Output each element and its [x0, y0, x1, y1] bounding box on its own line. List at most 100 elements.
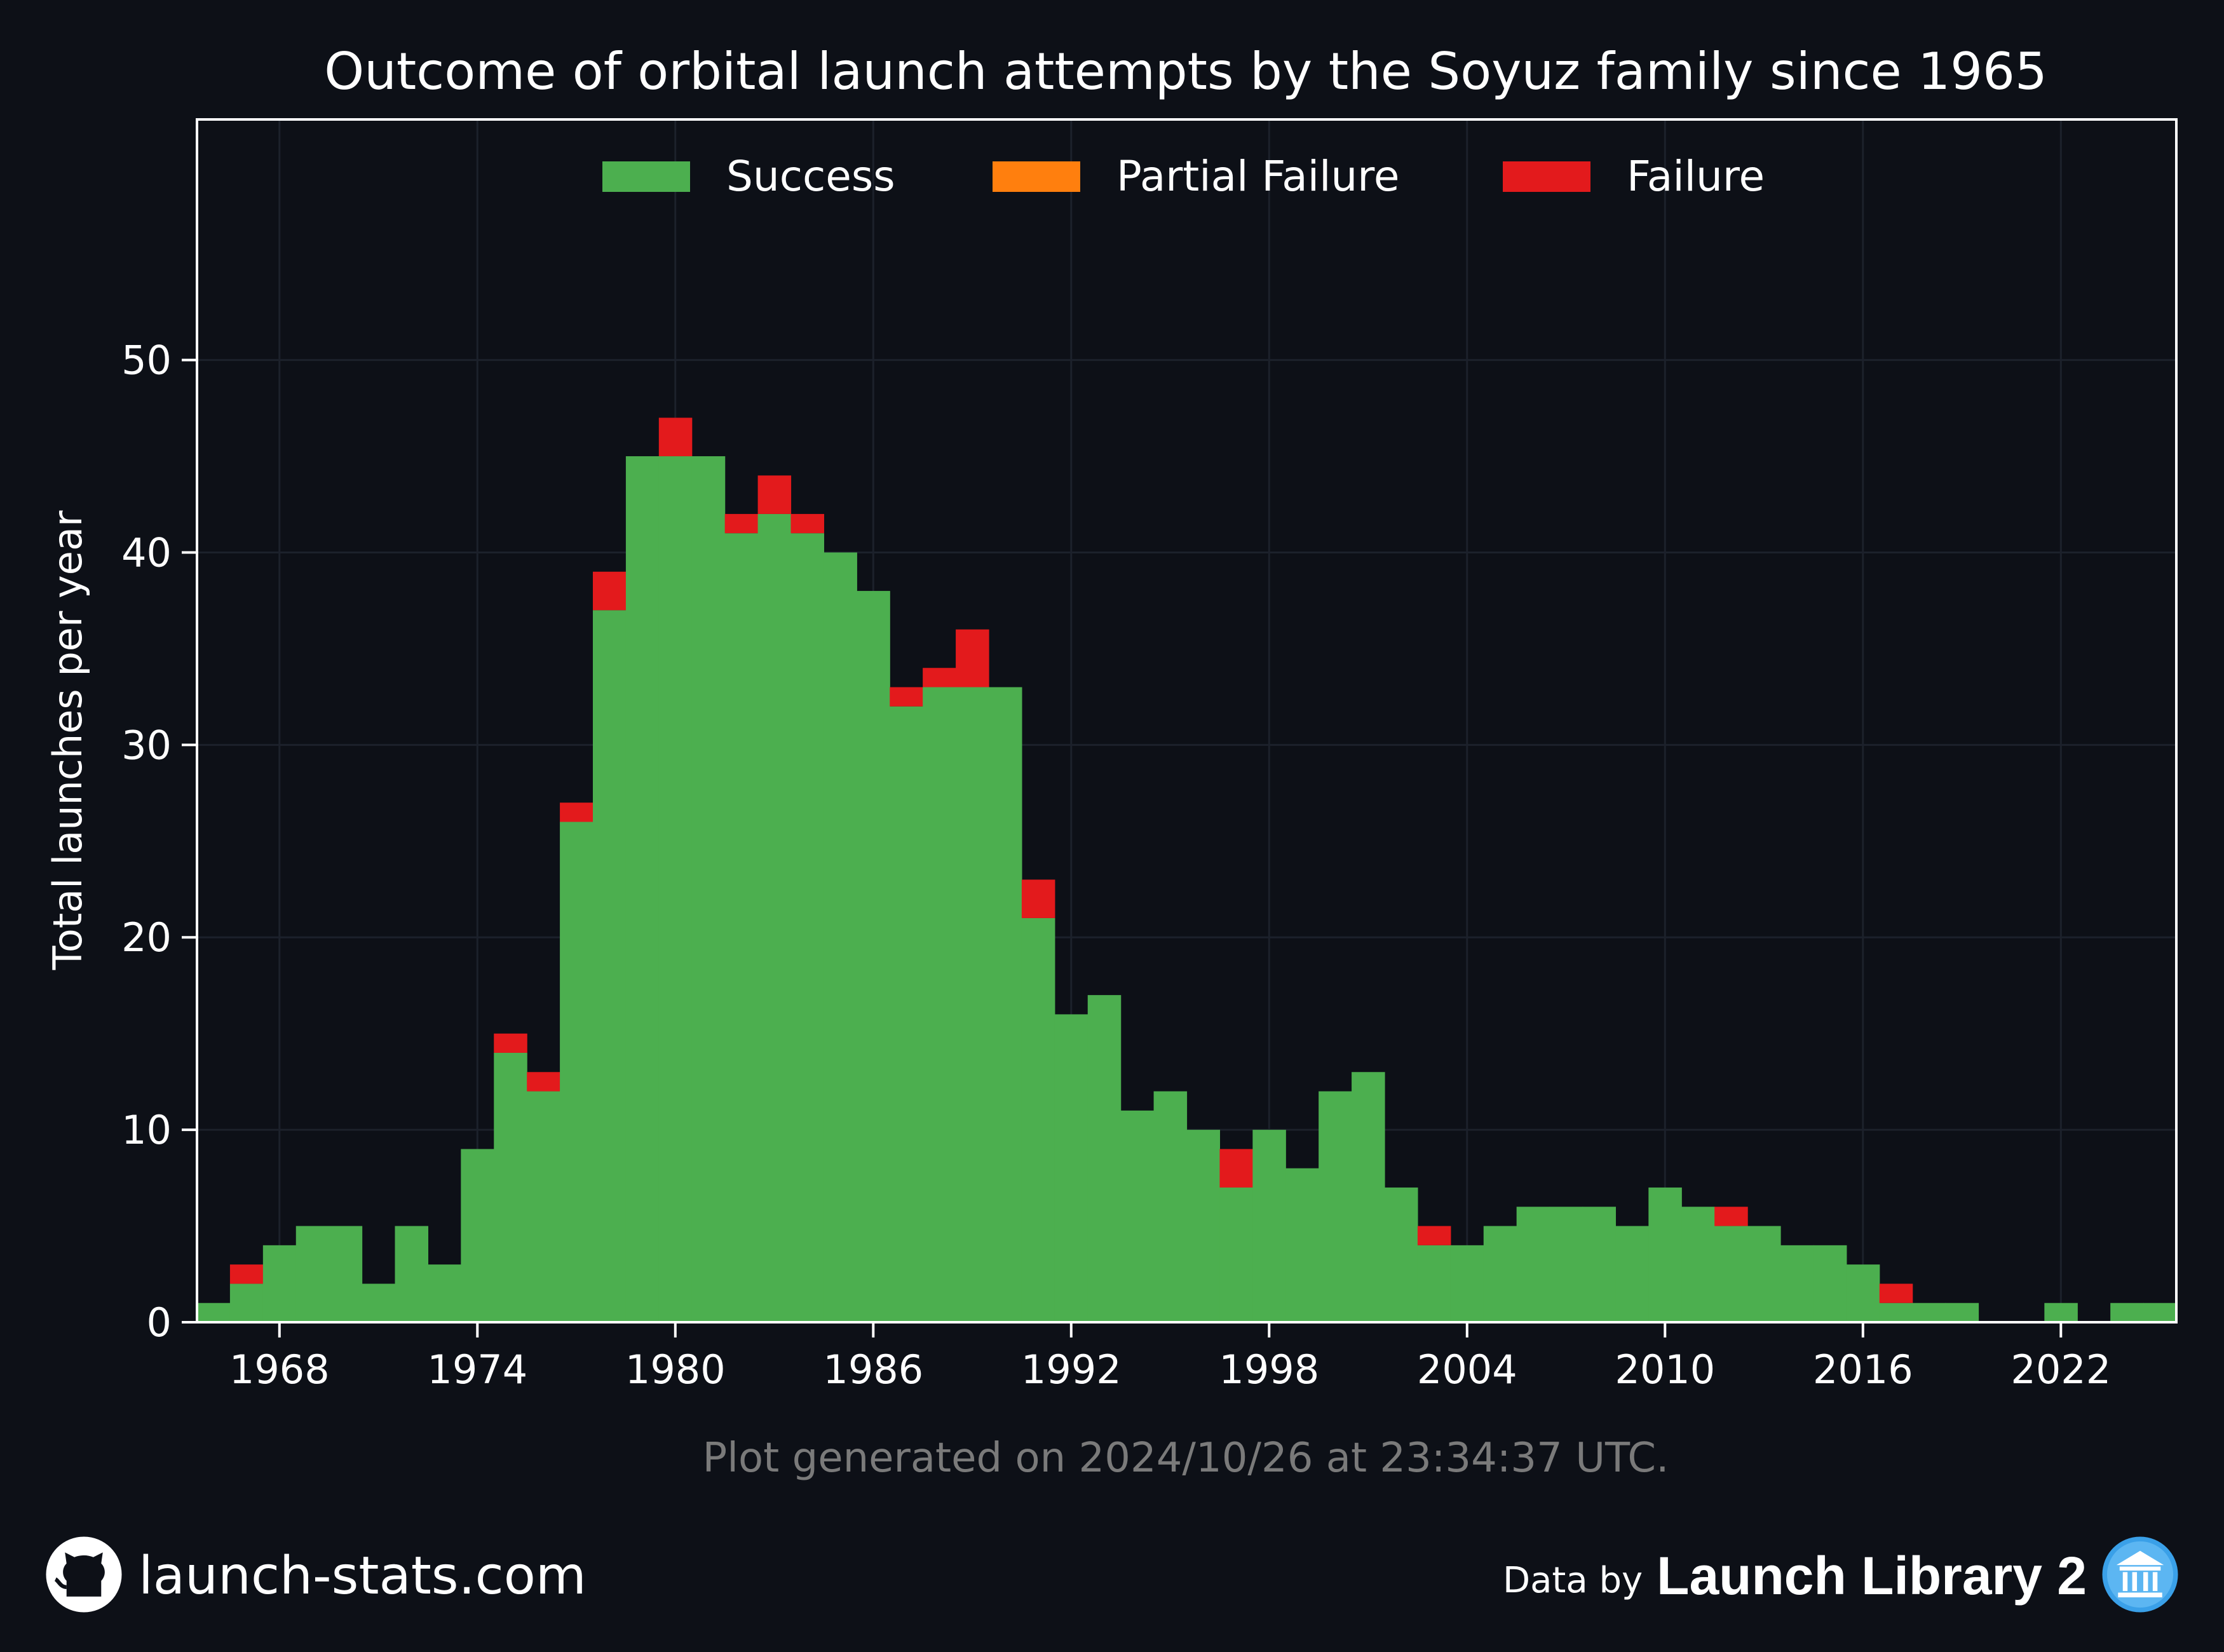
bar-failure	[724, 513, 759, 534]
legend-label: Partial Failure	[1116, 152, 1400, 201]
y-tick-label: 30	[121, 722, 172, 768]
plot-frame	[196, 118, 2178, 1324]
bar-failure	[1879, 1283, 1913, 1303]
bar-success	[560, 822, 593, 1322]
bar-success	[1352, 1072, 1385, 1322]
data-by-name[interactable]: Launch Library 2	[1657, 1545, 2087, 1606]
legend-swatch-failure	[1503, 161, 1590, 192]
bar-success	[262, 1245, 297, 1322]
y-tick-label: 0	[147, 1299, 172, 1346]
bar-success	[1879, 1303, 1913, 1322]
bar-success	[1450, 1245, 1484, 1322]
bar-success	[989, 687, 1022, 1322]
bar-success	[2044, 1303, 2078, 1322]
bar-success	[295, 1226, 330, 1322]
bar-success	[1780, 1245, 1814, 1322]
bar-success	[1483, 1226, 1517, 1322]
bar-failure	[1714, 1207, 1748, 1226]
bar-success	[1285, 1168, 1319, 1322]
y-tick-label: 10	[121, 1107, 172, 1153]
legend: Success Partial Failure Failure	[602, 152, 1765, 201]
bar-success	[2110, 1303, 2144, 1322]
bar-success	[857, 591, 890, 1322]
bar-failure	[527, 1072, 560, 1092]
chart-title: Outcome of orbital launch attempts by th…	[324, 42, 2047, 101]
bar-success	[1153, 1091, 1188, 1322]
bar-success	[1582, 1207, 1617, 1322]
x-tick-label: 1998	[1219, 1346, 1319, 1393]
bar-success	[1714, 1226, 1748, 1322]
bar-success	[790, 533, 825, 1322]
bar-success	[1549, 1207, 1583, 1322]
x-axis: 1968 1974 1980 1986 1992 1998 2004 2010 2016 2022	[229, 1322, 2111, 1393]
bar-success	[197, 1303, 231, 1322]
bars-layer	[197, 417, 2177, 1322]
x-tick-label: 2010	[1615, 1346, 1715, 1393]
legend-swatch-partial-failure	[993, 161, 1080, 192]
bar-success	[1846, 1264, 1880, 1322]
bar-success	[1417, 1245, 1451, 1322]
bar-success	[625, 456, 660, 1322]
bar-success	[494, 1052, 527, 1322]
footer-data-by[interactable]: Data by Launch Library 2	[1503, 1519, 2180, 1633]
bar-success	[461, 1149, 494, 1322]
bar-success	[1120, 1110, 1155, 1322]
y-axis: 0 10 20 30 40 50	[121, 337, 197, 1346]
bar-failure	[890, 687, 923, 707]
launch-library-icon	[2101, 1535, 2180, 1616]
bar-success	[1385, 1187, 1418, 1322]
bar-success	[1813, 1245, 1847, 1322]
plot-generated-note: Plot generated on 2024/10/26 at 23:34:37…	[703, 1435, 1669, 1482]
bar-success	[1747, 1226, 1781, 1322]
bar-success	[1021, 917, 1055, 1322]
bar-success	[724, 533, 759, 1322]
bar-failure	[923, 668, 956, 687]
y-tick-label: 40	[121, 529, 172, 576]
data-by-prefix: Data by	[1502, 1559, 1643, 1601]
bar-success	[527, 1091, 560, 1322]
bar-success	[890, 706, 923, 1322]
bar-failure	[1021, 879, 1055, 918]
bar-success	[428, 1264, 461, 1322]
bar-success	[1252, 1130, 1286, 1322]
legend-swatch-success	[602, 161, 690, 192]
bar-failure	[956, 629, 989, 687]
bar-success	[229, 1283, 264, 1322]
bar-failure	[757, 475, 792, 514]
bar-success	[1912, 1303, 1946, 1322]
bar-failure	[658, 417, 693, 457]
bar-success	[691, 456, 726, 1322]
y-tick-label: 20	[121, 914, 172, 961]
bar-success	[362, 1283, 396, 1322]
bar-success	[923, 687, 956, 1322]
github-icon	[44, 1535, 123, 1616]
x-tick-label: 1980	[625, 1346, 726, 1393]
bar-success	[956, 687, 989, 1322]
x-tick-label: 2004	[1417, 1346, 1517, 1393]
bar-success	[2143, 1303, 2177, 1322]
bar-failure	[560, 802, 593, 822]
bar-success	[1219, 1187, 1253, 1322]
x-tick-label: 1968	[229, 1346, 330, 1393]
bar-success	[1648, 1187, 1682, 1322]
y-axis-label: Total launches per year	[44, 510, 91, 970]
site-link[interactable]: launch-stats.com	[139, 1545, 587, 1606]
bar-success	[757, 513, 792, 1322]
grid-layer	[197, 119, 2176, 1324]
bar-failure	[1219, 1149, 1253, 1188]
bar-success	[1319, 1091, 1352, 1322]
bar-failure	[494, 1033, 527, 1053]
bar-success	[329, 1226, 363, 1322]
bar-success	[1054, 1014, 1088, 1322]
bar-failure	[1417, 1226, 1451, 1245]
bar-success	[824, 552, 857, 1322]
x-tick-label: 2016	[1813, 1346, 1913, 1393]
bar-success	[1087, 995, 1122, 1322]
x-tick-label: 1986	[823, 1346, 923, 1393]
footer-site[interactable]: launch-stats.com	[44, 1519, 587, 1633]
x-tick-label: 2022	[2010, 1346, 2111, 1393]
bar-failure	[229, 1264, 264, 1284]
bar-success	[395, 1226, 429, 1322]
y-tick-label: 50	[121, 337, 172, 384]
